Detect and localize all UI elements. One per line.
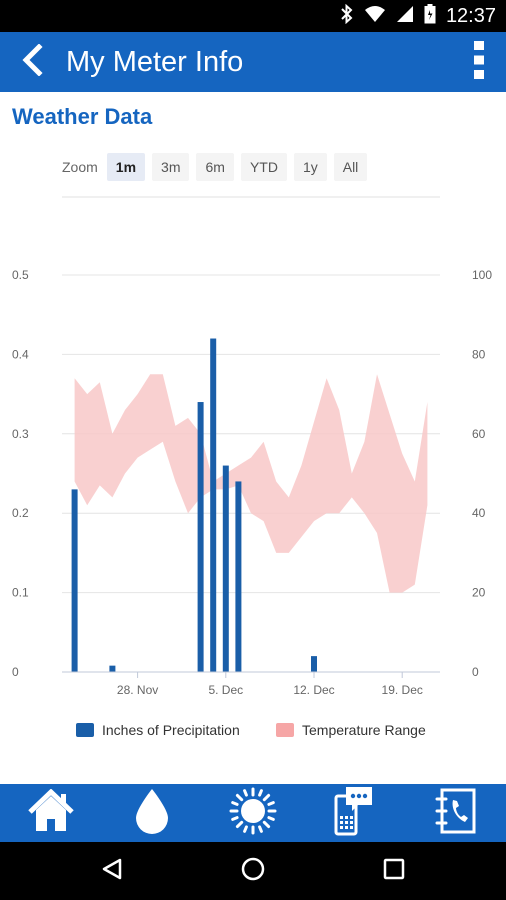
zoom-option-3m[interactable]: 3m xyxy=(152,153,190,181)
bottom-nav xyxy=(0,784,506,842)
system-back-button[interactable] xyxy=(92,851,132,891)
precipitation-bar xyxy=(109,665,116,672)
weather-chart: 0 0.1 0.2 0.3 0.4 0.5 0 20 40 60 80 100 28. Nov 5. De… xyxy=(12,196,492,697)
precipitation-bar xyxy=(71,489,78,672)
legend-swatch-precipitation xyxy=(76,723,94,737)
y-right-tick-label: 60 xyxy=(472,427,486,441)
signal-icon xyxy=(396,5,414,27)
zoom-option-ytd[interactable]: YTD xyxy=(240,153,287,181)
overflow-menu-icon xyxy=(474,41,484,83)
x-tick-label: 28. Nov xyxy=(117,683,158,697)
back-arrow-icon xyxy=(20,43,44,80)
y-right-tick-label: 40 xyxy=(472,506,486,520)
legend-swatch-temperature xyxy=(276,723,294,737)
y-left-tick-label: 0.3 xyxy=(12,427,29,441)
y-right-tick-label: 100 xyxy=(472,268,492,282)
y-left-tick-label: 0.5 xyxy=(12,268,29,282)
x-tick-label: 19. Dec xyxy=(382,683,423,697)
chart-legend: Inches of Precipitation Temperature Rang… xyxy=(0,718,506,742)
status-bar: 12:37 xyxy=(0,0,506,32)
system-recents-button[interactable] xyxy=(374,851,414,891)
mobile-chat-icon xyxy=(334,786,374,840)
system-nav-bar xyxy=(0,842,506,900)
back-triangle-icon xyxy=(100,857,124,885)
zoom-option-1y[interactable]: 1y xyxy=(293,153,327,181)
battery-icon xyxy=(424,4,436,28)
nav-home-button[interactable] xyxy=(0,784,101,842)
nav-contact-button[interactable] xyxy=(404,784,505,842)
y-left-tick-label: 0 xyxy=(12,665,19,679)
zoom-selector: Zoom 1m 3m 6m YTD 1y All xyxy=(62,153,368,181)
bluetooth-icon xyxy=(340,3,354,28)
precipitation-bar xyxy=(222,465,229,672)
wifi-icon xyxy=(364,5,386,27)
overflow-menu-button[interactable] xyxy=(464,41,494,83)
nav-weather-button[interactable] xyxy=(202,784,303,842)
legend-label-precipitation: Inches of Precipitation xyxy=(102,722,240,738)
precipitation-bar xyxy=(311,656,317,672)
precipitation-bar xyxy=(197,402,204,672)
zoom-option-all[interactable]: All xyxy=(333,153,368,181)
y-right-tick-label: 0 xyxy=(472,665,479,679)
legend-label-temperature: Temperature Range xyxy=(302,722,426,738)
page-title: My Meter Info xyxy=(66,46,244,78)
back-button[interactable] xyxy=(12,42,52,82)
zoom-option-1m[interactable]: 1m xyxy=(106,153,146,181)
x-tick-label: 12. Dec xyxy=(293,683,334,697)
water-drop-icon xyxy=(133,787,171,839)
sun-icon xyxy=(229,787,277,839)
y-left-tick-label: 0.1 xyxy=(12,586,29,600)
legend-item-precipitation[interactable]: Inches of Precipitation xyxy=(76,718,240,742)
x-tick-label: 5. Dec xyxy=(208,683,243,697)
nav-messages-button[interactable] xyxy=(303,784,404,842)
zoom-option-6m[interactable]: 6m xyxy=(196,153,234,181)
y-right-tick-label: 20 xyxy=(472,586,486,600)
status-time: 12:37 xyxy=(445,4,496,27)
temperature-range-area xyxy=(74,374,428,593)
y-left-tick-label: 0.4 xyxy=(12,347,29,361)
zoom-label: Zoom xyxy=(62,159,98,175)
system-home-button[interactable] xyxy=(233,851,273,891)
precipitation-bar xyxy=(235,481,242,672)
home-circle-icon xyxy=(240,856,266,886)
nav-water-button[interactable] xyxy=(101,784,202,842)
recents-square-icon xyxy=(382,857,406,885)
precipitation-bar xyxy=(210,338,217,672)
y-right-tick-label: 80 xyxy=(472,347,486,361)
y-left-tick-label: 0.2 xyxy=(12,506,29,520)
phone-book-icon xyxy=(434,788,476,838)
app-bar: My Meter Info xyxy=(0,32,506,92)
section-title: Weather Data xyxy=(12,104,153,129)
legend-item-temperature[interactable]: Temperature Range xyxy=(276,718,426,742)
home-icon xyxy=(27,788,75,837)
